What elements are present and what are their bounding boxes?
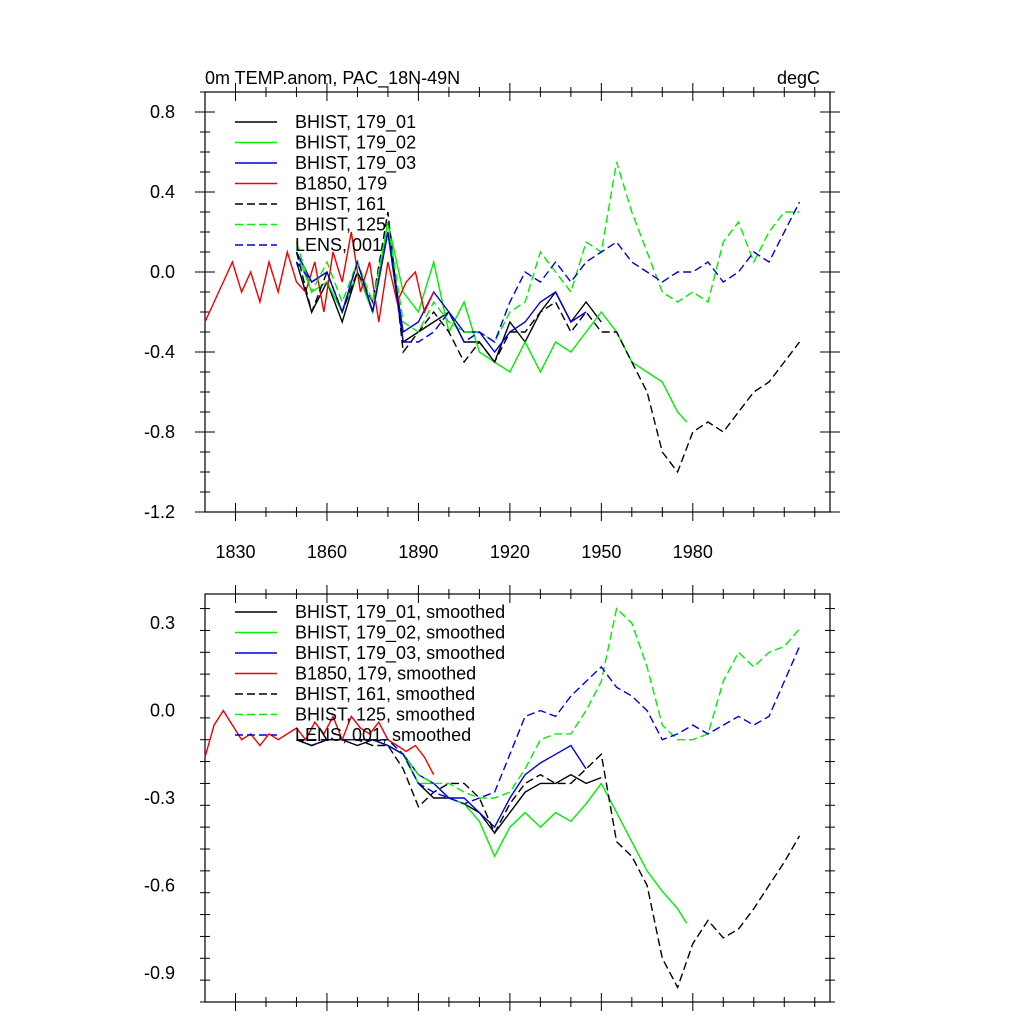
top-panel: 1830 1860 1890 1920 1950 1980 0.8 0.4 0.0 -0.4 -0.… — [144, 83, 840, 562]
series-line — [204, 709, 435, 776]
series-line — [296, 739, 801, 990]
units-label: degC — [777, 68, 820, 88]
legend-label: BHIST, 125, smoothed — [295, 705, 475, 725]
series-line — [296, 739, 688, 924]
x-tick-label: 1920 — [490, 542, 530, 562]
y-tick-label: -0.6 — [144, 875, 175, 895]
y-tick-label: 0.3 — [150, 613, 175, 633]
bottom-panel: 0.3 0.0 -0.3 -0.6 -0.9 BHIST, 179_01, smoothe… — [144, 585, 835, 1011]
legend-label: BHIST, 179_01, smoothed — [295, 602, 505, 623]
legend-label: BHIST, 179_03, smoothed — [295, 643, 505, 664]
legend-label: BHIST, 125 — [295, 215, 386, 235]
legend-label: BHIST, 179_02 — [295, 133, 416, 154]
legend-label: LENS, 001 — [295, 235, 382, 255]
legend-label: B1850, 179 — [295, 174, 387, 194]
legend-label: BHIST, 179_03 — [295, 153, 416, 174]
y-tick-label: -0.8 — [144, 422, 175, 442]
y-tick-label: -0.4 — [144, 342, 175, 362]
legend-label: BHIST, 179_01 — [295, 112, 416, 133]
y-tick-label: -1.2 — [144, 502, 175, 522]
y-tick-label: -0.3 — [144, 788, 175, 808]
plot-frame — [204, 91, 831, 513]
legend-label: B1850, 179, smoothed — [295, 664, 476, 684]
series-line — [296, 607, 801, 799]
y-tick-label: 0.4 — [150, 182, 175, 202]
x-tick-label: 1890 — [398, 542, 438, 562]
legend-label: BHIST, 161, smoothed — [295, 684, 475, 704]
y-tick-label: 0.0 — [150, 262, 175, 282]
series-line — [295, 211, 801, 474]
series-line — [296, 646, 801, 805]
series-line — [295, 161, 800, 344]
x-tick-label: 1950 — [581, 542, 621, 562]
series-line — [204, 231, 435, 323]
y-tick-label: 0.0 — [150, 701, 175, 721]
series-line — [295, 201, 801, 344]
x-tick-label: 1830 — [215, 542, 255, 562]
plot-frame — [204, 593, 831, 1003]
x-tick-label: 1860 — [307, 542, 347, 562]
y-tick-label: 0.8 — [150, 102, 175, 122]
x-tick-label: 1980 — [673, 542, 713, 562]
chart-title: 0m TEMP.anom, PAC_18N-49N — [205, 68, 460, 89]
y-tick-label: -0.9 — [144, 963, 175, 983]
legend-label: BHIST, 161 — [295, 194, 386, 214]
legend-label: LENS, 001, smoothed — [295, 725, 471, 745]
legend-label: BHIST, 179_02, smoothed — [295, 623, 505, 644]
